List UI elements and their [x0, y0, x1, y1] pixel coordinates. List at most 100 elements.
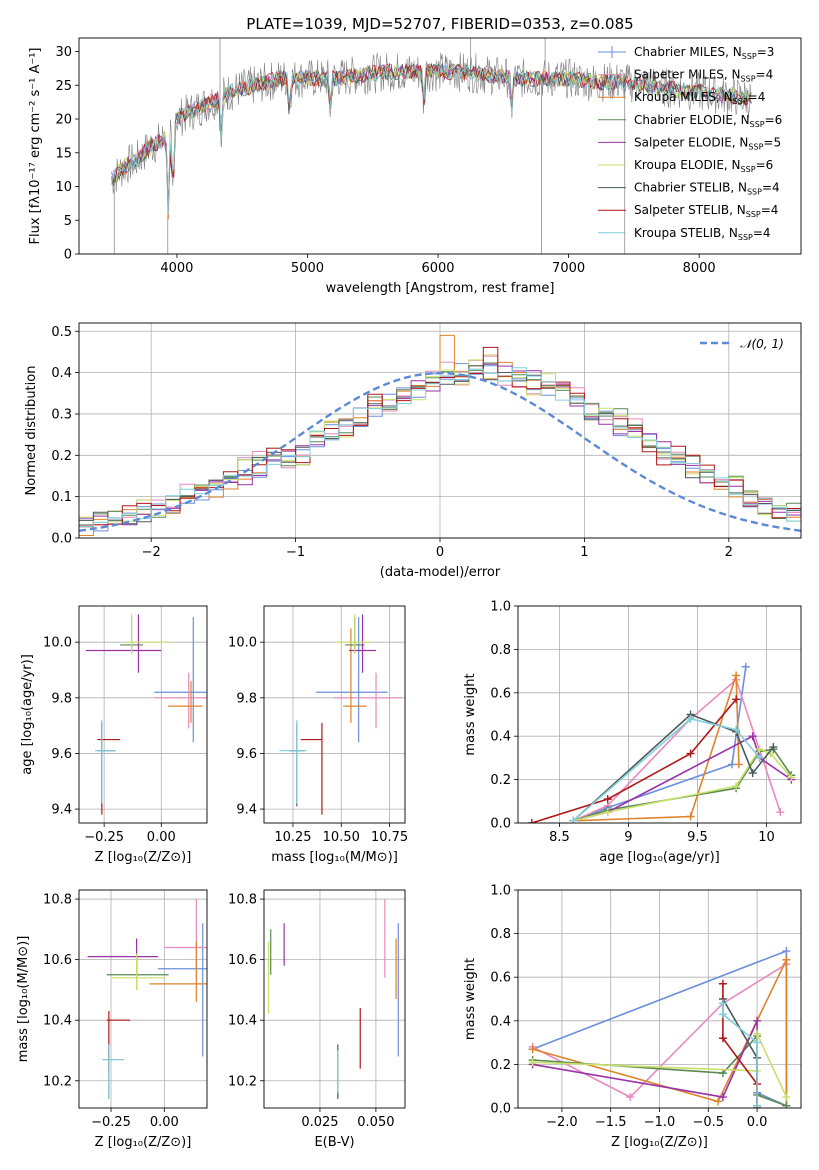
mass_weight_vs_age-ytick-label: 0.0	[490, 817, 511, 832]
age_vs_mass-xtick-label: 10.75	[371, 830, 408, 845]
weight-line-kroupa_stelib	[722, 1003, 758, 1106]
weight-line-salpeter_stelib	[722, 983, 758, 1108]
legend-label-chabrier_elodie: Chabrier ELODIE, NSSP=6	[634, 113, 782, 129]
weight-marker-chabrier_stelib	[769, 743, 778, 752]
legend-label-chabrier_stelib: Chabrier STELIB, NSSP=4	[634, 181, 780, 197]
spectrum-ytick-label: 0	[64, 248, 72, 263]
weight-marker-chabrier_miles	[727, 760, 736, 769]
spectrum-frame	[78, 37, 802, 255]
age_vs_Z-xtick-label: −0.25	[84, 830, 124, 845]
legend-label-sub: SSP	[733, 97, 748, 106]
weight-marker-chabrier_elodie	[718, 1069, 727, 1078]
legend-label-sub: SSP	[747, 188, 762, 197]
weight-marker-kroupa_elodie	[782, 1093, 791, 1102]
spectrum-panel: 4000 5000 6000 7000 8000 0 5 10 15 20 25 30 waveleng…	[28, 37, 802, 296]
weight-marker-salpeter_elodie	[718, 1093, 727, 1102]
mass_vs_Z-ytick-label: 10.6	[43, 953, 72, 968]
mass_vs_Z-xlabel: Z [log₁₀(Z/Z⊙)]	[95, 1135, 192, 1150]
weight-marker-kroupa_miles	[732, 671, 741, 680]
spectrum-model-salpeter_stelib	[111, 62, 752, 211]
legend-label-text: Salpeter MILES, N	[634, 68, 741, 82]
weight-marker-kroupa_elodie	[528, 1058, 537, 1067]
mass_vs_ebv-grid	[264, 890, 405, 1108]
legend-label-sub: SSP	[750, 120, 765, 129]
mass_weight_vs_Z-ytick-label: 0.4	[490, 1014, 511, 1029]
legend-label-sub: SSP	[741, 165, 756, 174]
weight-marker-chabrier_elodie	[782, 1101, 791, 1108]
spectrum-ytick-label: 15	[55, 146, 72, 161]
mass_vs_ebv-plot-area	[267, 899, 399, 1099]
weight-marker-kroupa_miles	[714, 1097, 723, 1106]
weight-marker-salpeter_elodie	[748, 732, 757, 741]
mass_vs_ebv-xtick-label: 0.050	[357, 1115, 394, 1130]
weight-marker-kroupa_elodie	[755, 745, 764, 754]
age_vs_Z-plot-area	[85, 614, 207, 815]
weight-line-salpeter_stelib	[531, 698, 737, 823]
residual_histogram-ytick-label: 0.5	[51, 325, 72, 340]
legend-label-sub: SSP	[741, 75, 756, 84]
legend-label-kroupa_elodie: Kroupa ELODIE, NSSP=6	[634, 158, 773, 174]
weight-marker-kroupa_stelib	[753, 1038, 762, 1047]
weight-marker-kroupa_stelib	[753, 1101, 762, 1108]
spectrum-xtick-label: 6000	[421, 261, 454, 276]
mass_vs_Z-grid	[79, 890, 207, 1108]
legend-label-salpeter_elodie: Salpeter ELODIE, NSSP=5	[634, 135, 781, 151]
legend-label-text: Kroupa STELIB, N	[634, 226, 738, 240]
weight-marker-salpeter_stelib	[603, 795, 612, 804]
weight-marker-salpeter_stelib	[718, 979, 727, 988]
mass_vs_ebv-xlabel: E(B-V)	[314, 1135, 354, 1150]
spectrum-ylabel: Flux [fλ10⁻¹⁷ erg cm⁻² s⁻¹ A⁻¹]	[28, 48, 43, 245]
mass_weight_vs_age-xtick-label: 10	[758, 830, 775, 845]
weight-marker-kroupa_elodie	[787, 773, 796, 782]
residual_histogram-ytick-label: 0.0	[51, 532, 72, 547]
residual_histogram-frame	[78, 322, 802, 539]
weight-marker-chabrier_miles	[741, 662, 750, 671]
mass_vs_Z-frame	[78, 889, 208, 1109]
mass_vs_ebv-ytick-label: 10.8	[228, 893, 257, 908]
age_vs_Z-xtick-label: 0.00	[147, 830, 176, 845]
weight-line-chabrier_elodie	[572, 748, 792, 822]
mass_weight_vs_age-plot-area	[527, 662, 796, 823]
mass_vs_Z-plot-area	[87, 899, 207, 1099]
age_vs_Z-ytick-label: 9.8	[51, 691, 72, 706]
legend-label-text: Kroupa ELODIE, N	[634, 158, 741, 172]
age_vs_mass-xtick-label: 10.50	[323, 830, 360, 845]
age_vs_mass-panel: 10.25 10.50 10.75 9.4 9.6 9.8 10.0 mass [log₁₀(…	[228, 605, 408, 865]
mass_weight_vs_Z-grid	[518, 889, 801, 1109]
weight-marker-kroupa_stelib	[686, 714, 695, 723]
spectrum-xtick-label: 7000	[552, 261, 585, 276]
residual_histogram-ytick-label: 0.1	[51, 490, 72, 505]
mass_weight_vs_Z-xtick-label: −1.5	[595, 1115, 627, 1130]
legend-label-text: Chabrier MILES, N	[634, 45, 742, 59]
spectrum-xtick-label: 5000	[291, 261, 324, 276]
residual_histogram-xtick-label: 1	[580, 545, 588, 560]
mass_vs_ebv-ytick-label: 10.4	[228, 1014, 257, 1029]
weight-marker-salpeter_elodie	[753, 1016, 762, 1025]
weight-marker-kroupa_miles	[734, 760, 743, 769]
weight-line-chabrier_miles	[572, 666, 747, 822]
normal-curve-line	[79, 371, 801, 532]
weight-marker-kroupa_stelib	[755, 753, 764, 762]
legend-label-text: Chabrier STELIB, N	[634, 181, 747, 195]
spectrum-xtick-label: 4000	[160, 261, 193, 276]
mass_weight_vs_age-xlabel: age [log₁₀(age/yr)]	[599, 850, 720, 865]
weight-line-kroupa_stelib	[572, 717, 761, 822]
residual_histogram-plot-area	[79, 334, 801, 538]
spectrum-model-chabrier_stelib	[111, 62, 752, 207]
weight-marker-salpeter_stelib	[732, 695, 741, 704]
spectrum-model-kroupa_stelib	[111, 63, 752, 215]
residual_histogram-panel: −2 −1 0 1 2 0.0 0.1 0.2 0.3 0.4 0.5 (data-model)/er…	[24, 322, 802, 580]
age_vs_mass-frame	[263, 605, 406, 824]
age_vs_Z-frame	[78, 605, 208, 824]
weight-line-kroupa_miles	[573, 675, 740, 822]
mass_weight_vs_Z-ytick-label: 0.2	[490, 1058, 511, 1073]
mass_vs_Z-ylabel: mass [log₁₀(M/M⊙)]	[16, 936, 31, 1063]
weight-marker-kroupa_miles	[528, 1045, 537, 1054]
residual_histogram-xtick-label: 0	[436, 545, 444, 560]
residual_histogram-xlabel: (data-model)/error	[380, 565, 501, 580]
weight-marker-kroupa_stelib	[718, 1010, 727, 1019]
mass_vs_Z-panel: −0.25 0.00 10.2 10.4 10.6 10.8 Z [log₁₀(Z/Z⊙)]…	[16, 889, 208, 1150]
weight-marker-salpeter_miles	[776, 808, 785, 817]
spectrum-ytick-label: 5	[64, 214, 72, 229]
mass_weight_vs_Z-frame	[517, 889, 802, 1109]
